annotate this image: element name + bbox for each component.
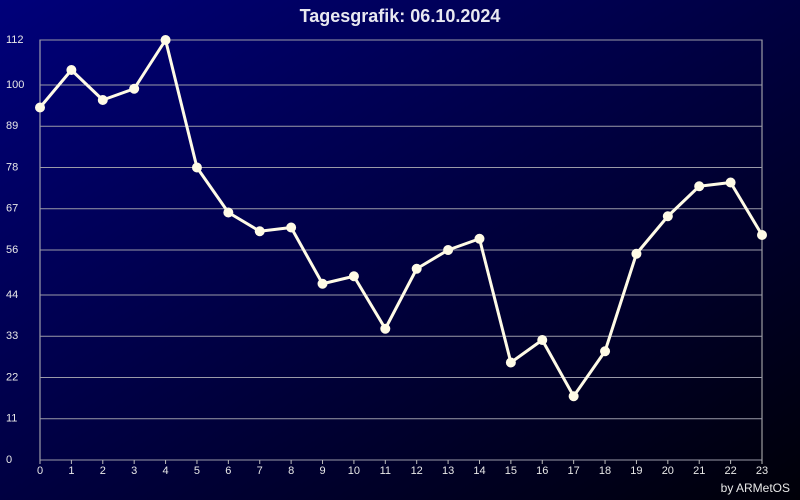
- chart-title: Tagesgrafik: 06.10.2024: [300, 6, 501, 26]
- x-tick-label: 13: [442, 465, 454, 477]
- y-tick-label: 0: [6, 454, 12, 466]
- data-point: [537, 335, 548, 345]
- x-tick-label: 17: [568, 465, 580, 477]
- x-tick-label: 7: [257, 465, 263, 477]
- x-tick-label: 4: [163, 465, 169, 477]
- data-point: [191, 162, 202, 173]
- data-point: [380, 323, 391, 334]
- y-tick-label: 56: [6, 244, 18, 256]
- data-line: [38, 38, 764, 398]
- x-tick-label: 9: [319, 465, 325, 477]
- x-tick-label: 0: [37, 465, 43, 477]
- y-tick-label: 22: [6, 371, 18, 383]
- x-tick-label: 21: [693, 465, 705, 477]
- data-point: [505, 357, 516, 368]
- y-tick-label: 89: [6, 120, 18, 132]
- data-point: [160, 35, 171, 45]
- x-tick-label: 5: [194, 465, 200, 477]
- data-point: [66, 65, 77, 75]
- data-point: [694, 181, 705, 192]
- data-point: [35, 102, 45, 113]
- x-tick-label: 14: [473, 465, 485, 477]
- x-tick-label: 18: [599, 465, 611, 477]
- data-point: [129, 83, 140, 94]
- x-tick-label: 10: [348, 465, 360, 477]
- y-tick-label: 67: [6, 203, 18, 215]
- y-tick-label: 33: [6, 330, 18, 342]
- data-point: [348, 271, 359, 282]
- footer: by ARMetOS: [721, 481, 790, 495]
- y-tick-label: 78: [6, 161, 18, 173]
- data-point: [757, 230, 767, 240]
- data-point: [411, 263, 422, 274]
- data-point: [286, 222, 297, 233]
- x-tick-label: 6: [225, 465, 231, 477]
- data-point: [600, 346, 611, 357]
- x-tick-label: 22: [724, 465, 736, 477]
- x-tick-label: 19: [630, 465, 642, 477]
- data-point: [223, 207, 234, 218]
- x-tick-label: 23: [756, 465, 768, 477]
- x-tick-label: 1: [68, 465, 74, 477]
- data-point: [443, 245, 454, 255]
- data-point: [97, 95, 108, 105]
- x-tick-label: 3: [131, 465, 137, 477]
- data-point: [254, 226, 265, 237]
- data-point: [725, 177, 736, 188]
- x-tick-label: 11: [380, 465, 391, 477]
- y-tick-label: 44: [6, 289, 18, 301]
- data-point: [317, 278, 328, 289]
- data-point: [662, 211, 673, 222]
- data-point: [631, 248, 642, 259]
- x-tick-label: 20: [662, 465, 674, 477]
- x-tick-label: 16: [536, 465, 548, 477]
- y-tick-label: 100: [6, 79, 24, 91]
- y-tick-label: 11: [6, 413, 17, 425]
- x-tick-label: 15: [505, 465, 517, 477]
- data-point: [474, 233, 485, 244]
- y-tick-label: 112: [6, 34, 24, 46]
- x-tick-label: 8: [288, 465, 294, 477]
- x-tick-label: 12: [411, 465, 423, 477]
- data-point: [568, 391, 579, 402]
- x-tick-label: 2: [100, 465, 106, 477]
